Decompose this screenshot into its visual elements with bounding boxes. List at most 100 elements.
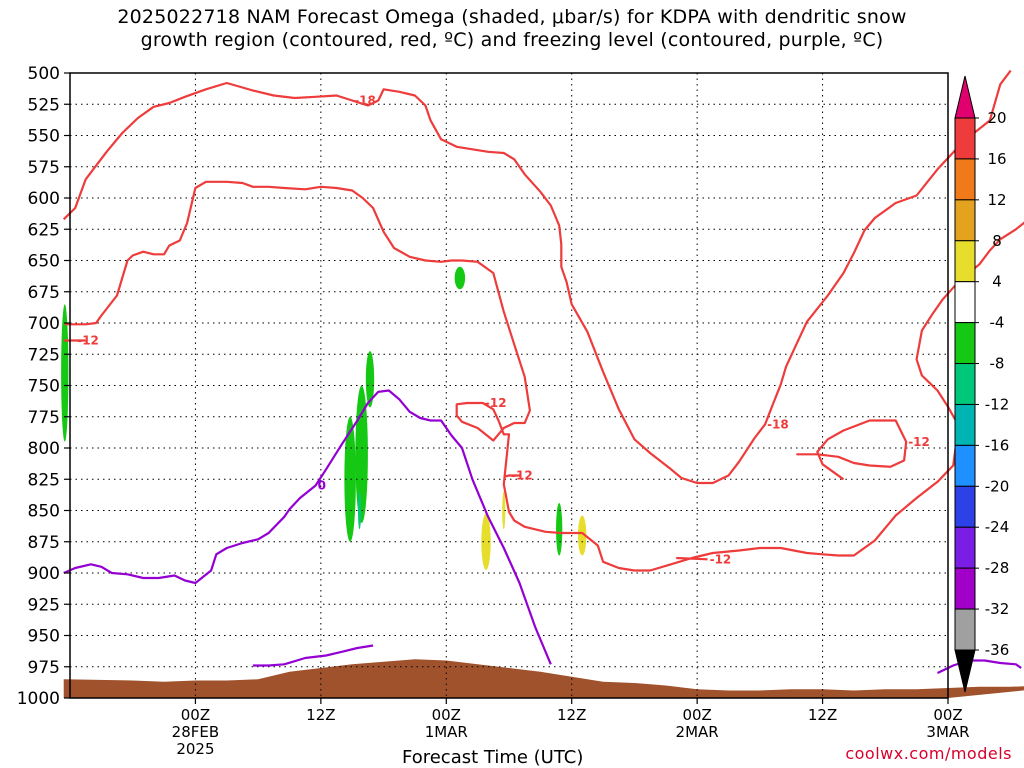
x-label-60-0: 12Z (808, 706, 837, 724)
colorbar-box-0 (954, 117, 976, 160)
colorbar-label-0: 20 (987, 109, 1006, 127)
plot-frame (69, 72, 949, 699)
red-contour-label-5: -12 (710, 552, 732, 566)
colorbar-label-7: -12 (985, 395, 1010, 413)
colorbar-label-8: -16 (985, 436, 1010, 454)
purple-contour-line-2 (937, 659, 1022, 674)
colorbar-box-10 (954, 526, 976, 569)
colorbar-label-13: -36 (985, 641, 1010, 659)
purple-contour-label-0: 0 (318, 479, 326, 493)
purple-contour-line-0 (63, 389, 552, 665)
y-label-625: 625 (28, 220, 60, 240)
omega-blob-3 (365, 351, 375, 408)
red-contour-label-0: -18 (354, 94, 376, 108)
omega-shading (61, 266, 587, 570)
y-label-650: 650 (28, 252, 60, 272)
colorbar-label-2: 12 (987, 191, 1006, 209)
y-label-700: 700 (28, 314, 60, 334)
purple-contour-line-1 (252, 644, 374, 667)
terrain (63, 659, 1024, 698)
y-label-800: 800 (28, 439, 60, 459)
chart-title: 2025022718 NAM Forecast Omega (shaded, μ… (0, 6, 1024, 52)
colorbar-box-8 (954, 444, 976, 487)
colorbar-label-6: -8 (990, 355, 1005, 373)
red-contour-label-6: -12 (908, 435, 930, 449)
title-line-2: growth region (contoured, red, ºC) and f… (140, 29, 884, 51)
omega-blob-9 (577, 515, 587, 556)
x-label-48-0: 00Z (682, 706, 711, 724)
colorbar-label-3: 8 (992, 232, 1002, 250)
red-contour-line-1 (539, 69, 1012, 485)
y-label-775: 775 (28, 408, 60, 428)
y-label-875: 875 (28, 533, 60, 553)
y-label-750: 750 (28, 377, 60, 397)
omega-blob-4 (454, 266, 466, 290)
omega-blob-5 (556, 503, 563, 556)
red-contour-label-3: -12 (77, 334, 99, 348)
colorbar-box-7 (954, 403, 976, 446)
colorbar-box-4 (954, 281, 976, 324)
colorbar-box-11 (954, 567, 976, 610)
y-label-825: 825 (28, 470, 60, 490)
title-line-1: 2025022718 NAM Forecast Omega (shaded, μ… (117, 6, 907, 28)
red-contour-line-6 (796, 419, 908, 481)
red-contours: -18 -18 -12 -12 -12 -12 -12 (62, 69, 1024, 572)
colorbar-box-2 (954, 199, 976, 242)
y-axis: 500 525 550 575 600 625 650 675 700 725 750 775 800 8… (17, 64, 70, 709)
colorbar-bottom-arrow (954, 649, 976, 693)
x-label-72-1: 3MAR (926, 723, 969, 741)
omega-blob-8 (502, 491, 506, 530)
colorbar-label-12: -32 (985, 600, 1010, 618)
y-label-975: 975 (28, 658, 60, 678)
y-label-525: 525 (28, 95, 60, 115)
red-contour-line-2 (64, 180, 1024, 572)
colorbar-label-4: 4 (992, 273, 1002, 291)
red-contour-label-4: -12 (511, 469, 533, 483)
y-label-925: 925 (28, 595, 60, 615)
y-label-500: 500 (28, 64, 60, 84)
colorbar-box-5 (954, 322, 976, 365)
credit-link[interactable]: coolwx.com/models (845, 744, 1012, 763)
x-label-72-0: 00Z (933, 706, 962, 724)
x-label-12-0: 12Z (306, 706, 335, 724)
colorbar-box-12 (954, 608, 976, 651)
x-label-24-1: 1MAR (425, 723, 468, 741)
x-label-36-0: 12Z (557, 706, 586, 724)
y-label-600: 600 (28, 189, 60, 209)
colorbar-box-3 (954, 240, 976, 283)
y-label-675: 675 (28, 283, 60, 303)
red-contour-line-4 (503, 474, 520, 478)
y-label-850: 850 (28, 502, 60, 522)
colorbar-label-10: -24 (985, 518, 1010, 536)
colorbar: 20 16 12 8 4 -4 -8 -12 -16 -20 -24 -28 -32 -36 (954, 75, 1010, 693)
y-label-1000: 1000 (17, 689, 60, 709)
colorbar-label-11: -28 (985, 559, 1010, 577)
x-label-48-1: 2MAR (676, 723, 719, 741)
omega-blob-6 (357, 491, 362, 530)
red-contour-label-1: -18 (767, 417, 789, 431)
omega-blob-1 (344, 416, 356, 542)
x-label-0-0: 00Z (181, 706, 210, 724)
purple-contours: 0 (63, 389, 1022, 674)
omega-blob-0 (61, 304, 69, 442)
y-label-725: 725 (28, 345, 60, 365)
x-label-0-1: 28FEB (172, 723, 219, 741)
y-label-575: 575 (28, 158, 60, 178)
y-label-950: 950 (28, 627, 60, 647)
terrain-area (63, 659, 1024, 698)
y-label-550: 550 (28, 127, 60, 147)
colorbar-box-9 (954, 485, 976, 528)
x-axis-title: Forecast Time (UTC) (402, 747, 584, 768)
y-label-900: 900 (28, 564, 60, 584)
x-label-24-0: 00Z (432, 706, 461, 724)
colorbar-label-5: -4 (990, 314, 1005, 332)
colorbar-label-9: -20 (985, 477, 1010, 495)
colorbar-box-1 (954, 158, 976, 201)
colorbar-label-1: 16 (987, 150, 1006, 168)
red-contour-label-2: -12 (485, 396, 507, 410)
grid-lines (70, 72, 949, 699)
red-contour-line-0 (62, 81, 542, 221)
x-label-0-2: 2025 (176, 740, 214, 758)
